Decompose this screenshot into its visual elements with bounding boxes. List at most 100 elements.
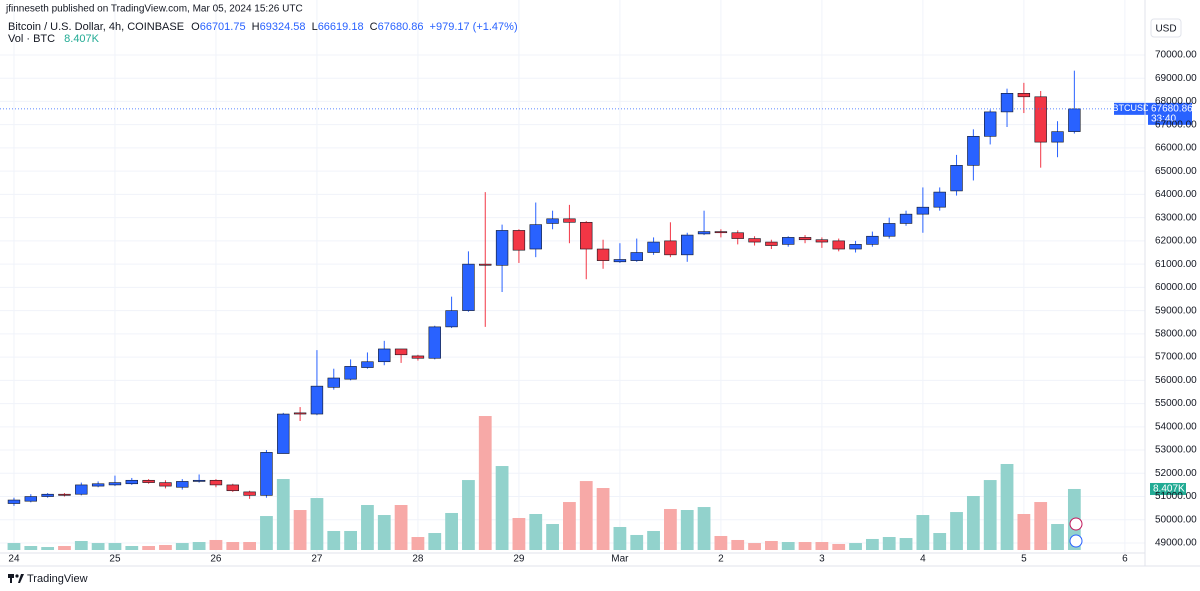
volume-bar	[192, 542, 206, 550]
x-tick-label: 6	[1122, 554, 1128, 565]
candle-body	[765, 241, 778, 246]
volume-bar	[276, 479, 290, 550]
volume-bar	[260, 516, 273, 550]
candle-body	[580, 221, 593, 250]
volume-bar	[563, 502, 576, 550]
candle-body	[260, 452, 273, 496]
volume-bar	[748, 543, 761, 550]
candle-body	[512, 230, 526, 251]
candle-body	[142, 479, 155, 483]
y-tick-label: 62000.00	[1155, 236, 1197, 247]
volume-bar	[1017, 514, 1031, 550]
volume-bar	[175, 543, 189, 550]
volume-bar	[142, 546, 156, 550]
brand: TradingView	[27, 573, 88, 585]
volume-value: 8.407K	[64, 33, 100, 45]
volume-bar	[478, 416, 492, 550]
volume-bar	[899, 538, 913, 550]
volume-bar	[882, 537, 896, 550]
price-tag-label: 67680.86	[1151, 103, 1193, 114]
y-tick-label: 70000.00	[1155, 50, 1197, 61]
volume-bar	[243, 542, 257, 550]
candle-body	[125, 479, 138, 485]
candle-body	[159, 482, 172, 487]
candle-body	[75, 484, 88, 495]
candle-body	[176, 481, 189, 488]
y-tick-label: 67000.00	[1155, 119, 1197, 130]
volume-tag-label: 8.407K	[1153, 484, 1185, 495]
candle-body	[361, 361, 374, 368]
candle-body	[916, 206, 930, 215]
volume-bar	[159, 544, 172, 550]
volume-bar	[664, 508, 677, 550]
candles	[7, 70, 1081, 506]
y-tick-label: 53000.00	[1155, 445, 1197, 456]
candle-body	[7, 499, 21, 504]
candle-body	[479, 263, 492, 266]
candle-body	[394, 348, 408, 356]
ohlc-value: 66701.75	[200, 21, 246, 33]
candle-body	[58, 493, 71, 496]
candle-body	[681, 234, 694, 256]
volume-bar	[293, 510, 307, 550]
y-tick-label: 58000.00	[1155, 328, 1197, 339]
candle-body	[950, 165, 963, 192]
volume-bar	[630, 534, 644, 550]
currency[interactable]: USD	[1155, 24, 1176, 35]
candle-body	[91, 483, 105, 487]
ohlc-label: C	[370, 21, 378, 33]
event-icons[interactable]	[1069, 517, 1083, 548]
candle-body	[899, 213, 913, 224]
volume-bar	[394, 505, 408, 550]
symbol-title: Bitcoin / U.S. Dollar, 4h, COINBASE	[8, 21, 184, 33]
volume-bar	[1034, 502, 1048, 550]
legend-line: Bitcoin / U.S. Dollar, 4h, COINBASE O667…	[8, 21, 518, 33]
volume-bar	[546, 524, 559, 550]
volume-bar	[596, 488, 610, 550]
volume-bar	[966, 496, 980, 550]
volume-bar	[916, 515, 930, 550]
volume-bar	[462, 480, 475, 550]
volume-bar	[933, 533, 947, 550]
x-tick-label: 28	[412, 554, 424, 565]
candle-body	[226, 484, 239, 492]
candle-body	[378, 348, 391, 363]
y-tick-label: 54000.00	[1155, 421, 1197, 432]
candle-body	[563, 218, 576, 223]
y-tick-label: 49000.00	[1155, 538, 1197, 549]
candle-body	[310, 385, 324, 415]
volume-bar	[445, 512, 458, 550]
volume-bar	[529, 514, 543, 550]
x-tick-label: 25	[109, 554, 121, 565]
y-tick-label: 69000.00	[1155, 73, 1197, 84]
currency-button[interactable]	[1150, 18, 1182, 38]
volume-bar	[310, 498, 324, 550]
volume-bar	[815, 542, 829, 550]
candle-body	[714, 231, 728, 234]
y-tick-label: 60000.00	[1155, 282, 1197, 293]
candle-body	[883, 223, 896, 237]
volume-bar	[41, 547, 55, 550]
candle-body	[327, 377, 340, 388]
candle-body	[933, 191, 946, 208]
candle-body	[849, 244, 862, 250]
candle-body	[546, 218, 559, 224]
candle-body	[277, 413, 290, 454]
volume-bar	[764, 541, 778, 550]
symbol-tag-label: BTCUSD	[1112, 103, 1150, 113]
candle-body	[815, 239, 829, 243]
ohlc-label: L	[312, 21, 318, 33]
y-tick-label: 59000.00	[1155, 305, 1197, 316]
candle-body	[529, 224, 542, 250]
volume-bar	[647, 530, 660, 550]
volume-name: Vol · BTC	[8, 33, 55, 45]
candle-body	[24, 496, 37, 502]
x-tick-label: 26	[210, 554, 222, 565]
x-tick-label: 4	[920, 554, 926, 565]
volume-legend: Vol · BTC 8.407K	[8, 33, 100, 45]
volume-bar	[1051, 524, 1064, 550]
volume-bar	[377, 515, 391, 550]
x-tick-label: 5	[1021, 554, 1027, 565]
